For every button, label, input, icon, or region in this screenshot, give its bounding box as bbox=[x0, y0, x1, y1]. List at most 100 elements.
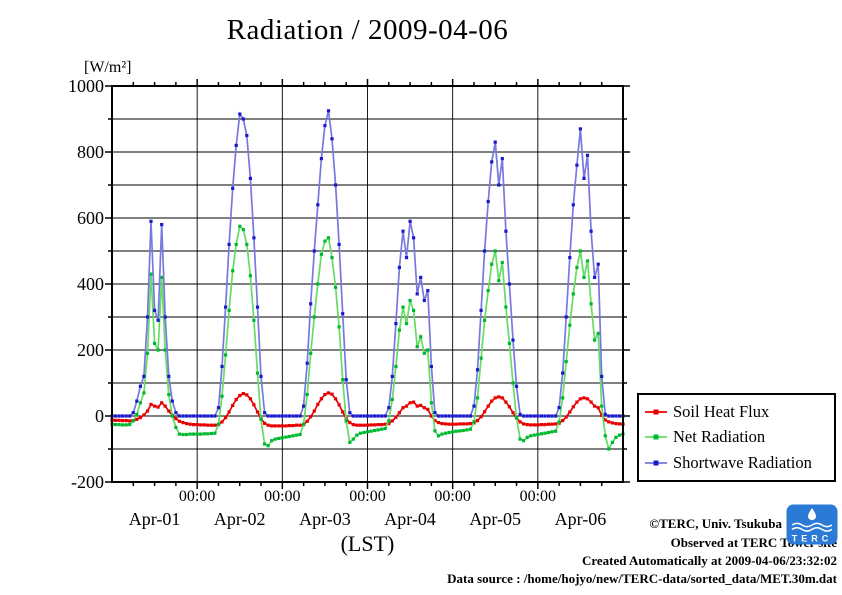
series-marker bbox=[199, 423, 203, 427]
series-marker bbox=[231, 403, 235, 407]
series-marker bbox=[422, 406, 426, 410]
series-marker bbox=[131, 411, 135, 415]
series-marker bbox=[351, 414, 355, 418]
series-marker bbox=[195, 423, 199, 427]
series-marker bbox=[188, 432, 192, 436]
series-marker bbox=[461, 414, 465, 418]
series-marker bbox=[603, 418, 607, 422]
series-marker bbox=[348, 421, 352, 425]
series-marker bbox=[422, 298, 426, 303]
series-marker bbox=[419, 403, 423, 407]
series-marker bbox=[326, 236, 331, 240]
series-marker bbox=[568, 323, 572, 327]
series-marker bbox=[412, 236, 416, 240]
series-marker bbox=[319, 157, 323, 161]
series-marker bbox=[614, 414, 618, 418]
series-marker bbox=[373, 414, 377, 418]
series-marker bbox=[607, 447, 611, 451]
series-marker bbox=[305, 361, 309, 365]
series-marker bbox=[287, 414, 291, 418]
series-marker bbox=[337, 242, 341, 246]
series-marker bbox=[270, 439, 274, 443]
series-marker bbox=[419, 335, 423, 339]
series-marker bbox=[245, 242, 249, 246]
series-marker bbox=[401, 229, 405, 233]
series-marker bbox=[337, 403, 341, 407]
series-marker bbox=[365, 430, 370, 434]
series-marker bbox=[273, 437, 277, 441]
terc-logo: TERC bbox=[786, 504, 838, 545]
series-marker bbox=[525, 414, 529, 418]
series-marker bbox=[241, 117, 245, 121]
legend-marker-icon bbox=[645, 460, 667, 466]
series-marker bbox=[543, 414, 547, 418]
series-marker bbox=[241, 228, 245, 232]
series-marker bbox=[525, 435, 529, 439]
series-marker bbox=[415, 345, 419, 349]
series-marker bbox=[479, 415, 483, 419]
series-marker bbox=[266, 423, 270, 427]
series-marker bbox=[444, 431, 448, 435]
series-marker bbox=[238, 112, 242, 116]
terc-logo-text: TERC bbox=[792, 534, 833, 544]
y-tick-label: -200 bbox=[71, 472, 104, 492]
series-marker bbox=[475, 419, 480, 423]
series-marker bbox=[607, 420, 611, 424]
series-marker bbox=[227, 308, 231, 312]
series-marker bbox=[490, 160, 494, 164]
x-day-label: Apr-03 bbox=[299, 509, 351, 529]
series-marker bbox=[447, 414, 451, 418]
series-marker bbox=[305, 419, 309, 423]
series-marker bbox=[607, 414, 611, 418]
series-marker bbox=[486, 404, 490, 408]
series-marker bbox=[571, 292, 575, 296]
series-marker bbox=[163, 348, 167, 352]
series-marker bbox=[362, 423, 366, 427]
series-marker bbox=[451, 422, 455, 426]
series-marker bbox=[617, 422, 622, 426]
series-marker bbox=[277, 414, 281, 418]
series-marker bbox=[330, 392, 334, 396]
series-marker bbox=[596, 406, 600, 410]
series-marker bbox=[408, 219, 412, 223]
series-marker bbox=[404, 322, 409, 326]
series-marker bbox=[454, 422, 458, 426]
created-at-text: Created Automatically at 2009-04-06/23:3… bbox=[581, 553, 837, 568]
series-marker bbox=[113, 414, 118, 418]
series-marker bbox=[238, 393, 242, 398]
series-marker bbox=[305, 392, 309, 397]
series-marker bbox=[149, 219, 153, 223]
series-marker bbox=[263, 442, 267, 446]
series-marker bbox=[170, 399, 174, 403]
series-marker bbox=[312, 249, 316, 253]
series-marker bbox=[497, 183, 501, 187]
series-marker bbox=[504, 305, 508, 309]
series-marker bbox=[617, 433, 622, 437]
series-marker bbox=[163, 404, 167, 408]
series-marker bbox=[390, 397, 394, 402]
series-marker bbox=[500, 157, 504, 161]
series-marker bbox=[355, 423, 359, 427]
series-marker bbox=[337, 325, 341, 329]
series-marker bbox=[298, 432, 302, 437]
series-marker bbox=[341, 410, 345, 414]
series-marker bbox=[522, 422, 526, 426]
legend-label: Shortwave Radiation bbox=[673, 453, 812, 473]
series-marker bbox=[483, 249, 487, 253]
series-marker bbox=[128, 419, 132, 423]
series-marker bbox=[113, 423, 118, 427]
series-marker bbox=[387, 422, 391, 426]
series-marker bbox=[557, 420, 561, 424]
series-marker bbox=[234, 242, 238, 246]
series-marker bbox=[497, 279, 501, 283]
series-marker bbox=[326, 109, 331, 113]
series-marker bbox=[451, 430, 455, 434]
series-marker bbox=[536, 432, 540, 437]
series-marker bbox=[585, 397, 590, 401]
series-marker bbox=[121, 414, 125, 418]
series-marker bbox=[184, 432, 189, 437]
series-marker bbox=[529, 423, 533, 427]
series-marker bbox=[224, 353, 228, 357]
series-marker bbox=[167, 409, 171, 413]
